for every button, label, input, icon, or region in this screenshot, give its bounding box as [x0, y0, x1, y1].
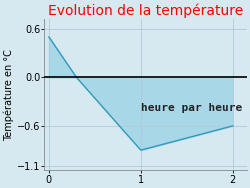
Y-axis label: Température en °C: Température en °C: [4, 49, 14, 141]
Text: heure par heure: heure par heure: [141, 103, 242, 113]
Title: Evolution de la température: Evolution de la température: [48, 3, 243, 18]
